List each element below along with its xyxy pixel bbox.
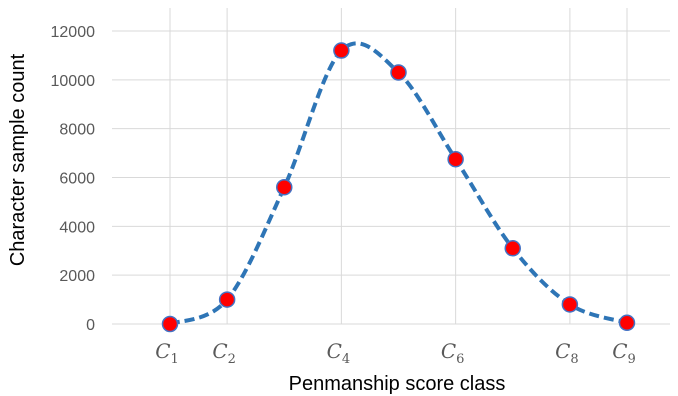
gridlines — [112, 8, 670, 325]
y-tick-label: 8000 — [59, 122, 95, 139]
data-point-8 — [561, 296, 579, 313]
x-tick-label: C8 — [555, 339, 579, 367]
series-line — [169, 41, 628, 326]
data-point-7 — [504, 240, 521, 257]
data-point-6 — [447, 150, 464, 168]
y-tick-label: 12000 — [51, 24, 96, 41]
x-axis-title: Penmanship score class — [289, 373, 506, 395]
y-tick-label: 6000 — [59, 171, 95, 188]
data-point-2 — [218, 291, 236, 308]
x-tick-label: C2 — [212, 339, 236, 367]
data-points — [161, 42, 636, 333]
y-axis-title: Character sample count — [7, 53, 29, 266]
y-tick-label: 2000 — [59, 268, 95, 285]
x-tick-label: C6 — [441, 339, 465, 367]
data-point-1 — [161, 315, 179, 333]
x-tick-labels: C1 C2 C4 C6 C8 C9 — [155, 339, 636, 367]
y-tick-labels: 0 2000 4000 6000 8000 10000 12000 — [51, 24, 96, 334]
x-tick-label: C1 — [155, 339, 179, 367]
y-tick-label: 0 — [86, 317, 95, 334]
y-tick-label: 4000 — [59, 219, 95, 236]
x-tick-label: C9 — [612, 339, 636, 367]
y-tick-label: 10000 — [51, 73, 96, 90]
x-tick-label: C4 — [327, 339, 351, 367]
data-point-4 — [333, 42, 350, 59]
data-point-5 — [390, 64, 407, 81]
data-point-9 — [618, 314, 636, 332]
data-point-3 — [276, 179, 293, 196]
